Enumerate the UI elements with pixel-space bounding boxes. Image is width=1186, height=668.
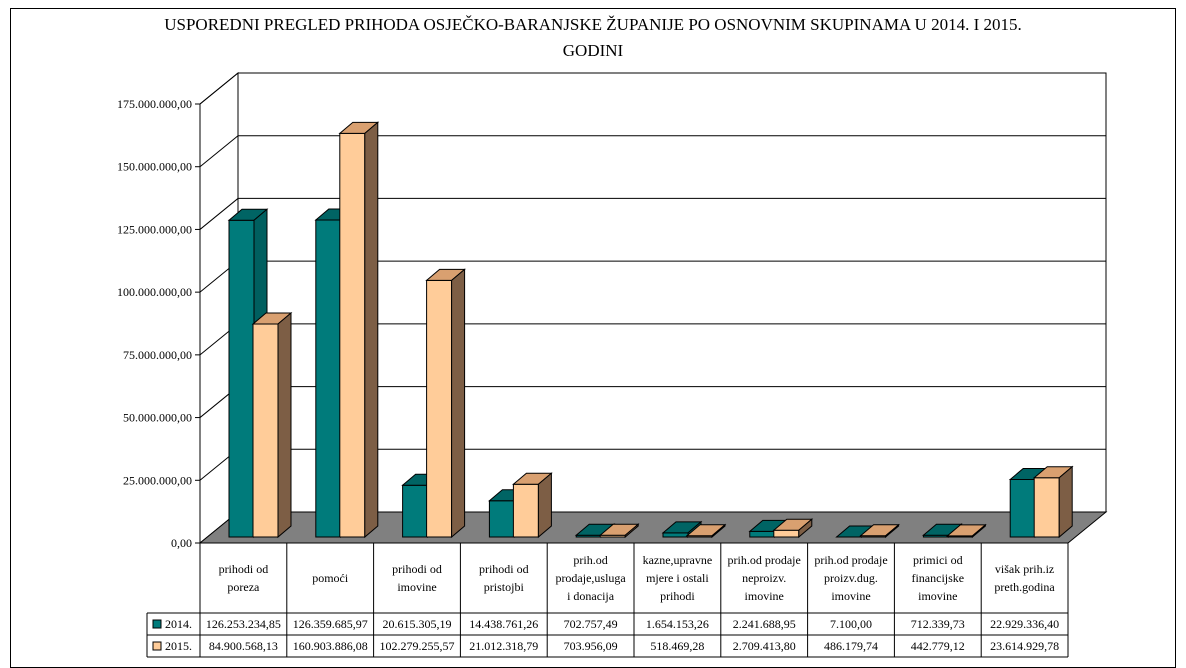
data-label: 1.654.153,26 xyxy=(646,617,709,631)
y-tick-label: 175.000.000,00 xyxy=(117,97,192,111)
data-label: 442.779,12 xyxy=(911,639,965,653)
category-label: pomoći xyxy=(312,571,349,585)
bar-front xyxy=(774,530,799,537)
bar-front xyxy=(489,501,514,537)
y-tick-label: 0,00 xyxy=(171,536,192,550)
y-axis: 0,00 25.000.000,00 50.000.000,00 75.000.000… xyxy=(117,97,200,550)
bar-front xyxy=(316,220,341,537)
data-label: 14.438.761,26 xyxy=(469,617,538,631)
data-label: 486.179,74 xyxy=(824,639,878,653)
data-label: 2.241.688,95 xyxy=(733,617,796,631)
bar-side xyxy=(538,473,551,537)
bar-front xyxy=(403,485,428,537)
bar-front xyxy=(1034,478,1059,537)
bar-front xyxy=(427,280,452,537)
y-tick-label: 150.000.000,00 xyxy=(117,160,192,174)
legend-label: 2015. xyxy=(165,639,192,653)
y-tick-label: 125.000.000,00 xyxy=(117,222,192,236)
bar-front xyxy=(229,220,254,537)
bar-2015-0 xyxy=(253,313,291,537)
data-label: 703.956,09 xyxy=(564,639,618,653)
legend-key xyxy=(153,620,161,628)
bar-2015-3 xyxy=(513,473,551,537)
bar-front xyxy=(253,324,278,537)
data-label: 126.359.685,97 xyxy=(293,617,368,631)
y-tick-label: 75.000.000,00 xyxy=(123,348,192,362)
bar-side xyxy=(452,269,465,537)
y-tick-label: 50.000.000,00 xyxy=(123,411,192,425)
data-label: 21.012.318,79 xyxy=(469,639,538,653)
y-tick-label: 100.000.000,00 xyxy=(117,285,192,299)
bar-front xyxy=(750,531,775,537)
data-label: 22.929.336,40 xyxy=(990,617,1059,631)
data-label: 102.279.255,57 xyxy=(380,639,455,653)
data-label: 702.757,49 xyxy=(564,617,618,631)
bar-front xyxy=(663,533,688,537)
bar-side xyxy=(1059,467,1072,537)
bar-front xyxy=(513,484,538,537)
bar-2015-2 xyxy=(427,269,465,537)
data-label: 2.709.413,80 xyxy=(733,639,796,653)
bar-2015-1 xyxy=(340,122,378,537)
data-label: 84.900.568,13 xyxy=(209,639,278,653)
data-label: 518.469,28 xyxy=(650,639,704,653)
data-label: 712.339,73 xyxy=(911,617,965,631)
bar-side xyxy=(278,313,291,537)
legend-label: 2014. xyxy=(165,617,192,631)
bar-front xyxy=(340,133,365,537)
data-label: 160.903.886,08 xyxy=(293,639,368,653)
data-label: 7.100,00 xyxy=(830,617,872,631)
data-label: 126.253.234,85 xyxy=(206,617,281,631)
data-label: 23.614.929,78 xyxy=(990,639,1059,653)
data-label: 20.615.305,19 xyxy=(383,617,452,631)
bar-side xyxy=(365,122,378,537)
y-tick-label: 25.000.000,00 xyxy=(123,473,192,487)
bar-front xyxy=(1010,479,1035,537)
bar-2015-9 xyxy=(1034,467,1072,537)
legend-key xyxy=(153,642,161,650)
